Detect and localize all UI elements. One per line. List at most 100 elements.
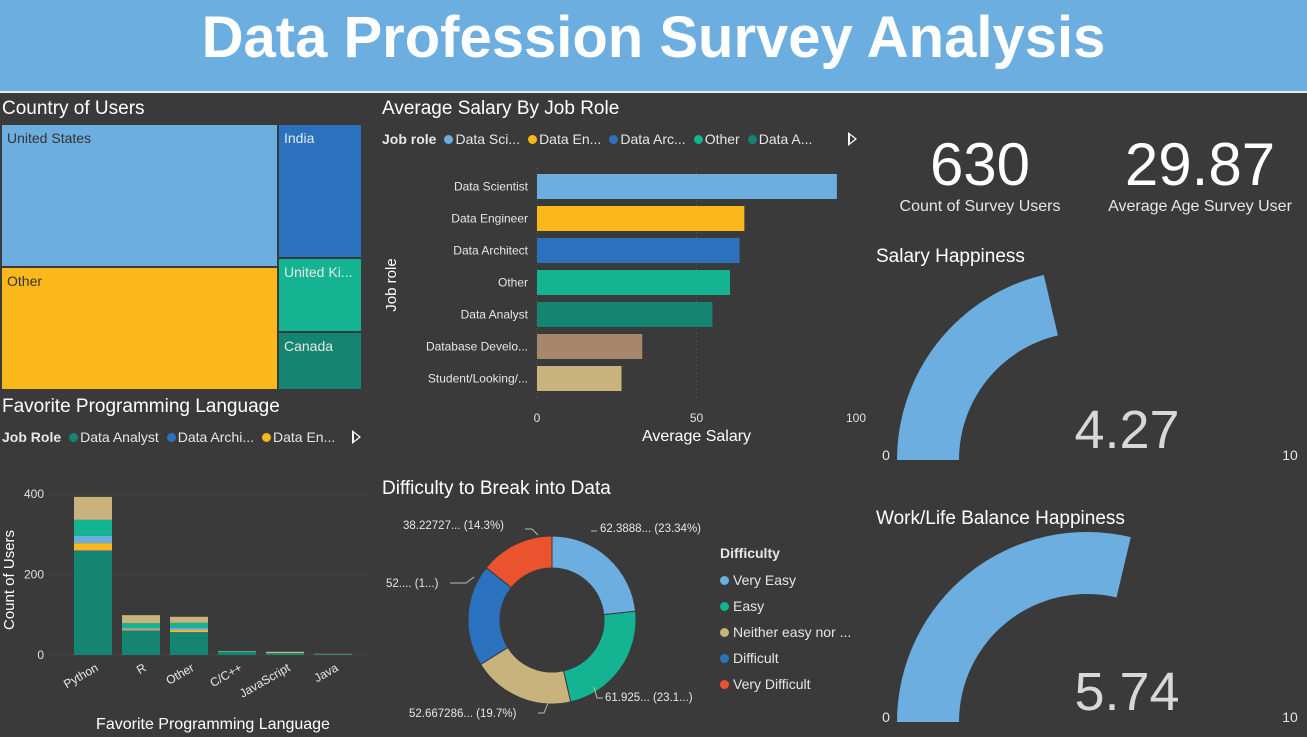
stack-segment bbox=[74, 519, 112, 536]
difficulty-legend-item[interactable]: Very Easy bbox=[720, 567, 851, 593]
difficulty-donut-chart: 62.3888... (23.34%) 61.925... (23.1...) 52… bbox=[386, 520, 701, 720]
language-legend-item[interactable]: Data Archi... bbox=[166, 429, 254, 445]
salary-happiness-title: Salary Happiness bbox=[876, 246, 1025, 267]
x-tick-label: 100 bbox=[846, 411, 866, 425]
salary-bar bbox=[537, 238, 740, 263]
salary-bar bbox=[537, 302, 713, 327]
category-label: Java bbox=[312, 660, 341, 685]
stack-segment bbox=[122, 630, 160, 655]
stack-segment bbox=[218, 651, 256, 653]
salary-legend: Job role Data Sci... Data En... Data Arc… bbox=[382, 131, 816, 147]
difficulty-legend-item[interactable]: Difficult bbox=[720, 645, 851, 671]
treemap-cell-canada[interactable]: Canada bbox=[278, 332, 362, 390]
legend-dot-icon bbox=[747, 134, 757, 144]
legend-label: Data Analyst bbox=[80, 429, 159, 445]
dashboard-title: Data Profession Survey Analysis bbox=[201, 5, 1106, 70]
legend-dot-icon bbox=[720, 679, 729, 689]
category-label: Data Analyst bbox=[461, 308, 529, 322]
category-label: Data Scientist bbox=[454, 180, 529, 194]
legend-dot-icon bbox=[609, 134, 619, 144]
slice-data-label: 61.925... (23.1...) bbox=[605, 692, 693, 704]
salary-legend-item[interactable]: Data Arc... bbox=[609, 131, 686, 147]
treemap-label: United States bbox=[7, 130, 92, 146]
stack-segment bbox=[314, 654, 352, 655]
header-divider bbox=[0, 91, 1307, 93]
stack-segment bbox=[170, 622, 208, 628]
donut-slice bbox=[551, 535, 637, 616]
category-label: JavaScript bbox=[237, 660, 293, 700]
gauge-fill bbox=[897, 532, 1131, 722]
treemap-cell-united-kingdom[interactable]: United Ki... bbox=[278, 258, 362, 332]
salary-bar bbox=[537, 366, 622, 391]
language-legend-next-icon[interactable] bbox=[352, 430, 361, 444]
slice-data-label: 38.22727... (14.3%) bbox=[403, 520, 504, 532]
category-label: Other bbox=[498, 276, 528, 290]
salary-legend-next-icon[interactable] bbox=[848, 132, 857, 146]
y-tick-label: 0 bbox=[37, 648, 44, 662]
legend-dot-icon bbox=[720, 653, 729, 663]
legend-label: Other bbox=[704, 131, 740, 147]
category-label: C/C++ bbox=[207, 660, 244, 689]
salary-happiness-gauge: 4.27 0 10 bbox=[882, 274, 1298, 463]
language-legend-item[interactable]: Data Analyst bbox=[69, 429, 159, 445]
difficulty-panel-title: Difficulty to Break into Data bbox=[382, 478, 611, 499]
stack-segment bbox=[170, 630, 208, 633]
salary-bar bbox=[537, 206, 745, 231]
y-axis-title: Count of Users bbox=[1, 530, 18, 630]
legend-label: Data Archi... bbox=[177, 429, 254, 445]
treemap-cell-india[interactable]: India bbox=[278, 124, 362, 258]
gauge-fill bbox=[897, 274, 1058, 460]
y-tick-label: 200 bbox=[24, 568, 44, 582]
stack-segment bbox=[122, 615, 160, 624]
kpi-count-value: 630 bbox=[929, 131, 1031, 198]
stack-segment bbox=[170, 627, 208, 631]
difficulty-legend-item[interactable]: Very Difficult bbox=[720, 671, 851, 697]
slice-data-label: 62.3888... (23.34%) bbox=[600, 523, 701, 535]
stack-segment bbox=[74, 550, 112, 552]
stack-segment bbox=[74, 543, 112, 551]
dashboard-header: Data Profession Survey Analysis bbox=[0, 0, 1307, 91]
leader-line bbox=[450, 576, 475, 584]
treemap-label: Canada bbox=[284, 338, 334, 354]
treemap-label: United Ki... bbox=[284, 264, 353, 280]
stack-segment bbox=[122, 623, 160, 629]
legend-dot-icon bbox=[69, 432, 79, 442]
salary-legend-item[interactable]: Data En... bbox=[528, 131, 601, 147]
language-legend-title: Job Role bbox=[2, 429, 62, 445]
salary-legend-item[interactable]: Other bbox=[693, 131, 740, 147]
legend-dot-icon bbox=[720, 601, 729, 611]
category-label: Data Engineer bbox=[451, 212, 528, 226]
difficulty-legend-item[interactable]: Neither easy nor ... bbox=[720, 619, 851, 645]
kpi-age-value: 29.87 bbox=[1124, 131, 1276, 198]
language-legend-item[interactable]: Data En... bbox=[262, 429, 335, 445]
worklife-happiness-gauge: 5.74 0 10 bbox=[882, 532, 1298, 725]
leader-line bbox=[538, 702, 549, 714]
stack-segment bbox=[170, 616, 208, 623]
stack-segment bbox=[122, 628, 160, 630]
treemap-cell-united-states[interactable]: United States bbox=[1, 124, 278, 267]
x-tick-label: 0 bbox=[534, 411, 541, 425]
gauge-min-label: 0 bbox=[882, 709, 890, 725]
leader-line bbox=[593, 686, 603, 699]
language-legend: Job Role Data Analyst Data Archi... Data… bbox=[2, 429, 339, 445]
salary-bar bbox=[537, 270, 730, 295]
legend-dot-icon bbox=[693, 134, 703, 144]
salary-legend-title: Job role bbox=[382, 131, 437, 147]
legend-label: Data En... bbox=[273, 429, 336, 445]
difficulty-legend-title: Difficulty bbox=[720, 545, 780, 561]
treemap-label: Other bbox=[7, 273, 43, 289]
difficulty-legend-item[interactable]: Easy bbox=[720, 593, 851, 619]
language-panel-title: Favorite Programming Language bbox=[2, 396, 280, 417]
category-label: Student/Looking/... bbox=[428, 372, 528, 386]
legend-dot-icon bbox=[720, 627, 729, 637]
slice-data-label: 52.667286... (19.7%) bbox=[409, 708, 517, 720]
legend-label: Data Arc... bbox=[620, 131, 686, 147]
salary-legend-item[interactable]: Data A... bbox=[747, 131, 812, 147]
y-tick-label: 400 bbox=[24, 487, 44, 501]
legend-label: Very Easy bbox=[733, 572, 797, 588]
category-label: Python bbox=[61, 660, 100, 691]
salary-legend-item[interactable]: Data Sci... bbox=[444, 131, 520, 147]
y-axis-title: Job role bbox=[383, 258, 400, 311]
stack-segment bbox=[74, 551, 112, 655]
treemap-cell-other[interactable]: Other bbox=[1, 267, 278, 390]
